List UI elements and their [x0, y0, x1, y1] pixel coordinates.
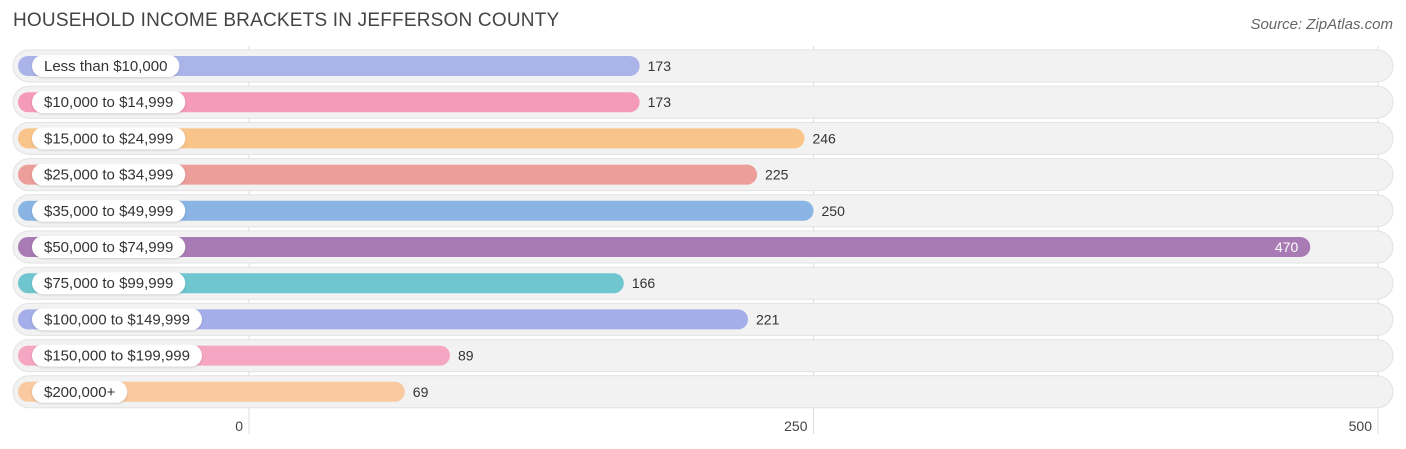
- value-label: 221: [756, 311, 780, 327]
- category-label: $15,000 to $24,999: [44, 130, 173, 147]
- bar-row: $100,000 to $149,999 221: [12, 302, 1394, 336]
- category-label-pill: [32, 163, 186, 186]
- category-label: $75,000 to $99,999: [44, 275, 173, 292]
- category-label: $150,000 to $199,999: [44, 348, 190, 365]
- bar-row: $200,000+ 69: [12, 375, 1394, 409]
- value-label: 470: [1275, 239, 1299, 255]
- category-label: $35,000 to $49,999: [44, 203, 173, 220]
- source-label: Source: ZipAtlas.com: [1250, 16, 1393, 33]
- category-label: Less than $10,000: [44, 58, 167, 75]
- category-label-pill: [32, 236, 186, 258]
- bar-row: $15,000 to $24,999 246: [12, 121, 1394, 155]
- bar-row: $75,000 to $99,999 166: [12, 266, 1394, 300]
- category-label: $200,000+: [44, 384, 116, 401]
- bar: [18, 237, 1311, 257]
- category-label-pill: [32, 272, 186, 295]
- value-label: 69: [413, 384, 429, 400]
- bar-row: $150,000 to $199,999 89: [12, 339, 1394, 373]
- bar-row: Less than $10,000 173: [12, 49, 1394, 83]
- value-label: 225: [765, 167, 789, 183]
- bar-row: $50,000 to $74,999 470: [12, 230, 1394, 264]
- bar: [18, 200, 814, 221]
- bar: [18, 164, 758, 185]
- category-label-pill: [32, 55, 180, 77]
- bar-row: $10,000 to $14,999 173: [12, 85, 1394, 119]
- chart-title: HOUSEHOLD INCOME BRACKETS IN JEFFERSON C…: [13, 10, 560, 31]
- category-label-pill: [32, 308, 202, 331]
- category-label: $10,000 to $14,999: [44, 94, 173, 111]
- category-label-pill: [32, 344, 202, 367]
- category-label: $25,000 to $34,999: [44, 167, 173, 184]
- value-label: 166: [632, 275, 656, 291]
- value-label: 250: [822, 203, 846, 219]
- bar: [18, 128, 805, 149]
- x-tick-label: 250: [784, 418, 808, 434]
- category-label-pill: [32, 127, 186, 150]
- x-tick-label: 500: [1349, 418, 1373, 434]
- category-label: $50,000 to $74,999: [44, 239, 173, 256]
- category-label: $100,000 to $149,999: [44, 311, 190, 328]
- category-label-pill: [32, 380, 128, 403]
- bar-row: $25,000 to $34,999 225: [12, 158, 1394, 192]
- category-label-pill: [32, 199, 186, 222]
- value-label: 173: [648, 94, 672, 110]
- bar-row: $35,000 to $49,999 250: [12, 194, 1394, 228]
- category-label-pill: [32, 91, 186, 114]
- value-label: 246: [812, 130, 836, 146]
- x-tick-label: 0: [235, 418, 243, 434]
- value-label: 89: [458, 348, 474, 364]
- value-label: 173: [648, 58, 672, 74]
